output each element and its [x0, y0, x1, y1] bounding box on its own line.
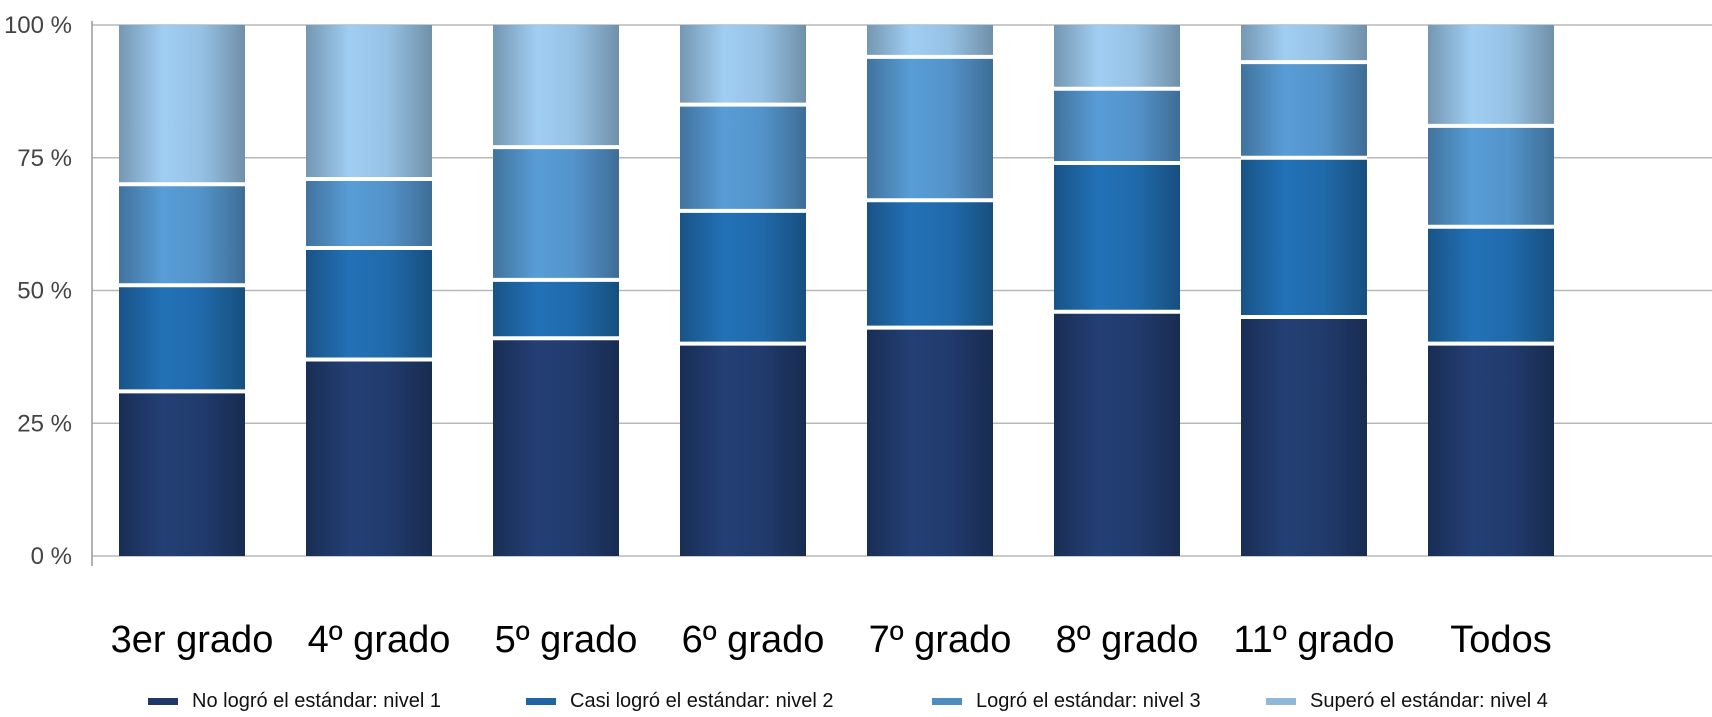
- legend-item: No logró el estándar: nivel 1: [148, 690, 441, 713]
- bar-segment: [306, 359, 432, 556]
- x-tick-label: 5º grado: [495, 619, 638, 661]
- legend-label: Casi logró el estándar: nivel 2: [570, 690, 834, 712]
- legend-swatch: [932, 698, 962, 705]
- legend-swatch: [526, 698, 556, 705]
- bar-segment: [867, 327, 993, 556]
- legend-label: Superó el estándar: nivel 4: [1310, 690, 1548, 712]
- bar-segment: [680, 25, 806, 105]
- bar-segment: [306, 25, 432, 179]
- x-tick-label: 11º grado: [1233, 619, 1394, 661]
- y-tick-label: 25 %: [17, 410, 72, 437]
- x-tick-label: 7º grado: [869, 619, 1012, 661]
- bar-segment: [1428, 343, 1554, 556]
- bar-segment: [306, 248, 432, 360]
- x-tick-label: Todos: [1450, 619, 1551, 661]
- bar-segment: [1428, 25, 1554, 126]
- legend-swatch: [1266, 698, 1296, 705]
- bar-segment: [119, 25, 245, 185]
- legend-label: Logró el estándar: nivel 3: [976, 690, 1201, 712]
- legend-item: Casi logró el estándar: nivel 2: [526, 690, 833, 713]
- bar-segment: [1241, 317, 1367, 556]
- bar-segment: [867, 25, 993, 57]
- bar-segment: [1241, 25, 1367, 63]
- bar-segment: [119, 285, 245, 392]
- y-tick-label: 75 %: [17, 145, 72, 172]
- bar-segment: [1241, 157, 1367, 318]
- x-tick-label: 8º grado: [1056, 619, 1199, 661]
- bar-segment: [1054, 311, 1180, 556]
- x-tick-label: 4º grado: [308, 619, 451, 661]
- bar-segment: [306, 178, 432, 249]
- legend-label: No logró el estándar: nivel 1: [192, 690, 442, 712]
- legend-swatch: [148, 698, 178, 705]
- bar-segment: [119, 184, 245, 286]
- x-tick-label: 6º grado: [682, 619, 825, 661]
- y-tick-label: 100 %: [4, 12, 72, 39]
- chart-legend: No logró el estándar: nivel 1 Casi logró …: [0, 690, 1712, 717]
- bar-segment: [1241, 62, 1367, 158]
- bar-segment: [680, 210, 806, 344]
- bar-segment: [119, 391, 245, 556]
- y-tick-label: 0 %: [31, 543, 72, 570]
- legend-item: Superó el estándar: nivel 4: [1266, 690, 1548, 713]
- bar-segment: [680, 343, 806, 556]
- y-tick-label: 50 %: [17, 278, 72, 305]
- bar-segment: [1054, 163, 1180, 312]
- bar-segment: [493, 25, 619, 148]
- bar-segment: [1054, 88, 1180, 164]
- bar-segment: [493, 279, 619, 339]
- bar-segment: [493, 338, 619, 556]
- x-tick-label: 3er grado: [111, 619, 274, 661]
- bar-segment: [1428, 226, 1554, 344]
- bar-segment: [1054, 25, 1180, 89]
- legend-item: Logró el estándar: nivel 3: [932, 690, 1201, 713]
- bar-segment: [867, 200, 993, 328]
- bar-segment: [1428, 125, 1554, 227]
- bar-segment: [493, 147, 619, 280]
- bar-segment: [680, 104, 806, 211]
- bar-segment: [867, 56, 993, 201]
- stacked-bar-chart: 0 % 25 % 50 % 75 % 100 % 3er grado 4º grado 5º …: [4, 12, 1712, 661]
